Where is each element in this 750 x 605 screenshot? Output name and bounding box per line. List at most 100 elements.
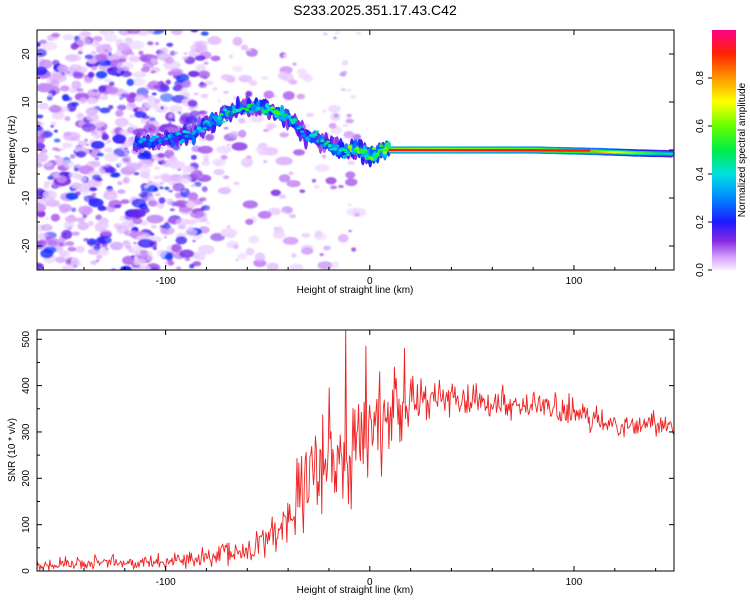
spectrogram-speckle (173, 51, 178, 54)
spectrogram-speckle (190, 184, 196, 187)
spectrogram-ridge-cell (181, 139, 185, 143)
spectrogram-speckle (116, 105, 125, 112)
spectrogram-speckle (117, 189, 126, 194)
y-tick-label: 20 (21, 48, 32, 60)
spectrogram-speckle (341, 88, 346, 91)
spectrogram-speckle (151, 58, 158, 64)
spectrogram-speckle (173, 183, 185, 192)
spectrogram-speckle (92, 161, 100, 167)
spectrogram-ridge-cell (383, 151, 387, 154)
spectrogram-speckle (110, 242, 124, 251)
spectrogram-speckle (84, 139, 88, 142)
spectrogram-speckle (238, 75, 252, 83)
spectrogram-ridge-cell (155, 135, 159, 138)
spectrogram-ridge-cell (377, 149, 381, 153)
spectrogram-speckle (207, 36, 221, 45)
spectrogram-speckle (71, 84, 77, 87)
spectrogram-speckle (128, 209, 146, 218)
spectrogram-speckle (72, 232, 80, 236)
spectrogram-speckle (148, 128, 151, 131)
spectrogram-ridge-cell (335, 144, 339, 148)
spectrogram-speckle (133, 259, 140, 266)
spectrogram-speckle (323, 33, 327, 36)
spectrogram-speckle (306, 113, 314, 117)
spectrogram-speckle (299, 73, 310, 79)
spectrogram-speckle (59, 204, 72, 213)
spectrogram-ridge-cell (203, 127, 207, 129)
spectrogram-speckle (91, 51, 97, 55)
spectrogram-speckle (127, 127, 134, 134)
spectrogram-speckle (61, 148, 66, 151)
spectrogram-speckle (57, 175, 68, 183)
spectrogram-speckle (89, 187, 97, 191)
spectrogram-ridge-cell (219, 113, 223, 116)
y-tick-label: 500 (21, 330, 32, 347)
spectrogram-speckle (245, 219, 253, 225)
spectrogram-ridge-cell (364, 152, 368, 155)
colorbar-tick-label: 0.2 (695, 215, 706, 229)
spectrogram-speckle (160, 93, 173, 102)
spectrogram-speckle (76, 113, 84, 119)
spectrogram-speckle (333, 37, 336, 39)
spectrogram-speckle (92, 193, 97, 196)
spectrogram-ridge-cell (182, 130, 186, 133)
spectrogram-speckle (142, 74, 146, 77)
spectrogram-speckle (64, 160, 75, 169)
spectrogram-ridge-cell (142, 138, 146, 142)
spectrogram-speckle (92, 175, 101, 181)
spectrogram-speckle (33, 66, 47, 75)
spectrogram-speckle (79, 176, 87, 182)
spectrogram-speckle (146, 215, 163, 224)
spectrogram-speckle (334, 114, 339, 118)
spectrogram-speckle (323, 110, 326, 113)
spectrogram-ridge-cell (201, 130, 205, 132)
spectrogram-ridge-cell (346, 154, 350, 156)
spectrogram-ridge-cell (361, 154, 365, 157)
spectrogram-speckle (255, 252, 266, 262)
spectrogram-speckle (235, 258, 239, 261)
spectrogram-y-label: Frequency (Hz) (7, 116, 18, 185)
spectrogram-speckle (117, 70, 121, 74)
spectrogram-speckle (36, 153, 48, 162)
spectrogram-speckle (187, 226, 193, 231)
spectrogram-speckle (45, 161, 53, 166)
spectrogram-speckle (78, 47, 83, 51)
spectrogram-speckle (343, 124, 348, 127)
spectrogram-speckle (185, 257, 191, 261)
spectrogram-speckle (164, 236, 167, 239)
spectrogram-speckle (168, 114, 173, 119)
colorbar-ticks: 0.00.20.40.60.8 (695, 71, 712, 277)
spectrogram-speckle (128, 231, 131, 234)
spectrogram-speckle (201, 74, 205, 77)
spectrogram-speckle (348, 230, 352, 233)
spectrogram-speckle (108, 52, 112, 56)
spectrogram-speckle (246, 248, 255, 255)
spectrogram-speckle (301, 247, 313, 255)
spectrogram-speckle (172, 119, 175, 122)
spectrogram-speckle (155, 42, 159, 45)
spectrogram-speckle (95, 157, 99, 160)
colorbar-gradient (712, 30, 736, 270)
spectrogram-speckle (96, 71, 107, 79)
spectrogram-speckle (65, 216, 77, 223)
spectrogram-speckle (108, 105, 113, 110)
spectrogram-speckle (188, 71, 200, 77)
spectrogram-speckle (195, 55, 206, 61)
spectrogram-speckle (220, 228, 237, 237)
spectrogram-speckle (214, 169, 225, 176)
spectrogram-speckle (345, 89, 352, 92)
spectrogram-speckle (347, 203, 352, 206)
spectrogram-speckle (52, 112, 65, 119)
spectrogram-ridge-cell (342, 149, 346, 151)
spectrogram-speckle (226, 186, 230, 189)
spectrogram-ridge-cell (249, 110, 253, 114)
spectrogram-speckle (138, 239, 154, 248)
spectrogram-speckle (202, 111, 208, 115)
spectrogram-speckle (200, 94, 208, 99)
spectrogram-speckle (71, 183, 82, 189)
spectrogram-speckle (118, 145, 126, 149)
spectrogram-speckle (66, 241, 75, 246)
y-tick-label: 0 (21, 147, 32, 153)
spectrogram-ridge-cell (217, 116, 221, 120)
